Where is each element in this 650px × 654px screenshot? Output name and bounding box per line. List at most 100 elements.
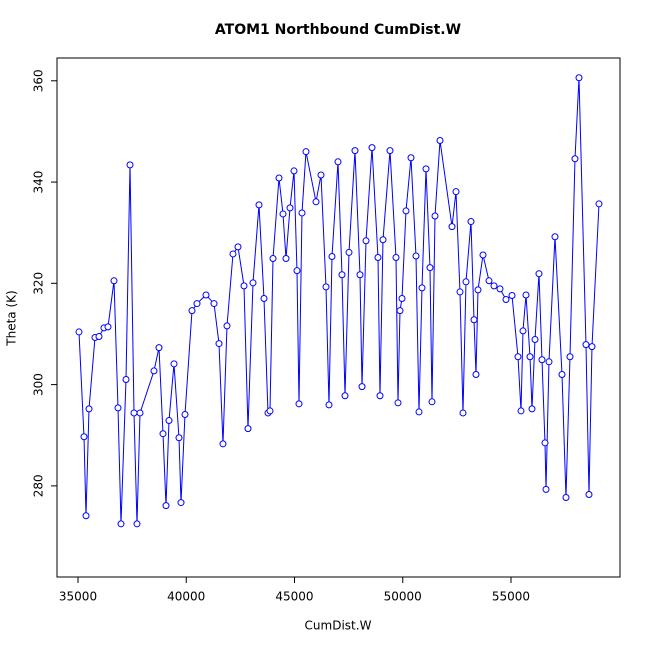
x-axis-label: CumDist.W xyxy=(305,619,372,633)
data-point xyxy=(193,300,201,308)
data-point xyxy=(290,167,298,175)
data-point xyxy=(269,255,277,263)
data-point xyxy=(526,353,534,361)
data-point xyxy=(541,439,549,447)
data-point xyxy=(467,218,475,226)
data-point xyxy=(122,376,130,384)
data-point xyxy=(368,144,376,152)
data-point xyxy=(244,425,252,433)
data-line xyxy=(78,77,600,524)
data-point xyxy=(255,201,263,209)
data-point xyxy=(535,270,543,278)
data-point xyxy=(136,409,144,417)
data-point xyxy=(302,148,310,156)
data-point xyxy=(508,291,516,299)
data-point xyxy=(202,291,210,299)
data-point xyxy=(386,147,394,155)
y-tick-label: 360 xyxy=(32,69,46,92)
data-point xyxy=(362,237,370,245)
y-tick-label: 300 xyxy=(32,373,46,396)
data-point xyxy=(431,212,439,220)
data-point xyxy=(165,417,173,425)
data-point xyxy=(126,161,134,169)
data-point xyxy=(474,286,482,294)
data-point xyxy=(298,209,306,217)
data-point xyxy=(175,434,183,442)
data-point xyxy=(398,295,406,303)
data-point xyxy=(379,236,387,244)
data-point xyxy=(502,296,510,304)
data-point xyxy=(85,405,93,413)
data-point xyxy=(562,494,570,502)
data-point xyxy=(75,328,83,336)
data-point xyxy=(80,433,88,441)
plot-frame xyxy=(56,57,621,578)
y-tick-label: 320 xyxy=(32,272,46,295)
data-point xyxy=(322,283,330,291)
data-point xyxy=(356,271,364,279)
data-point xyxy=(279,210,287,218)
data-point xyxy=(358,383,366,391)
data-point xyxy=(104,323,112,331)
data-point xyxy=(531,336,539,344)
data-point xyxy=(496,285,504,293)
data-point xyxy=(517,407,525,415)
x-tick-label: 50000 xyxy=(384,590,422,604)
data-point xyxy=(459,409,467,417)
data-point xyxy=(114,404,122,412)
x-tick-label: 40000 xyxy=(167,590,205,604)
data-point xyxy=(407,154,415,162)
data-point xyxy=(551,233,559,241)
y-axis-label: Theta (K) xyxy=(5,290,19,346)
data-point xyxy=(472,370,480,378)
data-point xyxy=(448,223,456,231)
data-point xyxy=(422,165,430,173)
data-point xyxy=(328,252,336,260)
y-tick-label: 280 xyxy=(32,474,46,497)
x-tick-label: 35000 xyxy=(59,590,97,604)
data-point xyxy=(150,367,158,375)
data-point xyxy=(95,332,103,340)
data-point xyxy=(117,520,125,528)
data-point xyxy=(392,253,400,261)
data-point xyxy=(188,307,196,315)
x-tick-label: 45000 xyxy=(275,590,313,604)
data-point xyxy=(582,341,590,349)
y-tick-label: 340 xyxy=(32,171,46,194)
data-point xyxy=(394,399,402,407)
data-point xyxy=(240,282,248,290)
data-point xyxy=(452,188,460,196)
data-point xyxy=(396,307,404,315)
chart-title: ATOM1 Northbound CumDist.W xyxy=(215,22,461,38)
data-point xyxy=(558,370,566,378)
data-point xyxy=(412,252,420,260)
data-point xyxy=(490,282,498,290)
data-point xyxy=(334,158,342,166)
data-point xyxy=(234,243,242,251)
data-point xyxy=(155,344,163,352)
data-point xyxy=(293,267,301,275)
data-point xyxy=(223,322,231,330)
data-point xyxy=(538,356,546,364)
data-point xyxy=(177,499,185,507)
data-point xyxy=(519,327,527,335)
data-point xyxy=(418,284,426,292)
data-point xyxy=(374,253,382,261)
data-point xyxy=(585,490,593,498)
data-point xyxy=(133,520,141,528)
data-point xyxy=(402,207,410,215)
data-point xyxy=(159,430,167,438)
data-point xyxy=(162,502,170,510)
data-point xyxy=(210,300,218,308)
data-point xyxy=(415,408,423,416)
data-point xyxy=(282,255,290,263)
data-point xyxy=(595,200,603,208)
data-point xyxy=(219,440,227,448)
data-point xyxy=(170,360,178,368)
data-point xyxy=(456,288,464,296)
data-point xyxy=(325,401,333,409)
data-point xyxy=(514,353,522,361)
data-point xyxy=(470,316,478,324)
data-point xyxy=(110,277,118,285)
